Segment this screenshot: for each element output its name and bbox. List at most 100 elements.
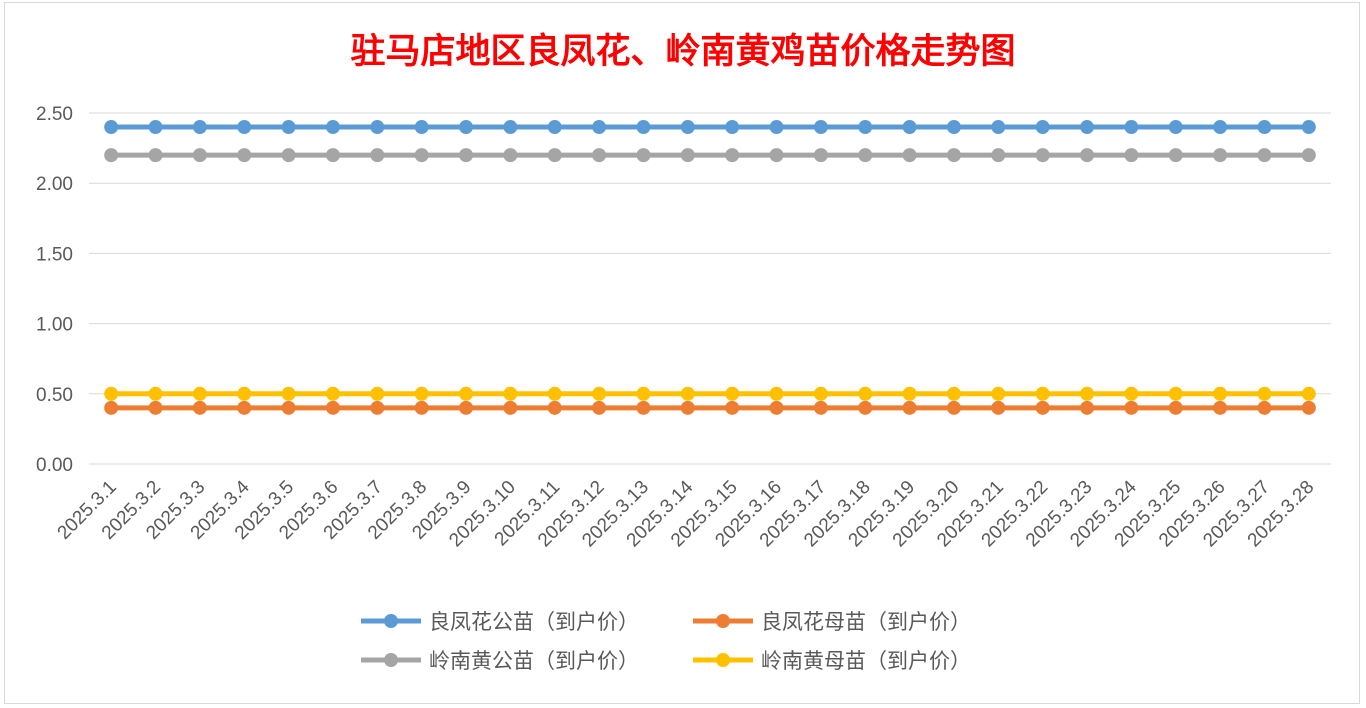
data-point [813,148,828,163]
data-point [414,148,429,163]
data-point [237,148,252,163]
data-point [636,120,651,135]
legend-label: 良凤花公苗（到户价） [429,610,639,634]
data-point [813,120,828,135]
data-point [148,400,163,415]
data-point [104,120,119,135]
line-chart: 驻马店地区良凤花、岭南黄鸡苗价格走势图 0.00 0.50 1.00 1.50 2.00… [36,31,1331,673]
data-point [991,400,1006,415]
data-point [1168,400,1183,415]
data-point [325,120,340,135]
legend-marker [384,614,398,628]
data-point [1213,120,1228,135]
y-tick-label: 1.00 [36,315,73,336]
data-point [813,386,828,401]
data-point [858,120,873,135]
data-point [459,386,474,401]
data-point [503,386,518,401]
data-point [547,400,562,415]
legend-item: 良凤花母苗（到户价） [693,610,971,634]
data-point [1080,400,1095,415]
data-point [1257,148,1272,163]
data-point [1035,120,1050,135]
data-point [370,386,385,401]
data-point [192,400,207,415]
legend-item: 岭南黄母苗（到户价） [693,649,971,673]
data-point [104,148,119,163]
data-point [902,400,917,415]
data-point [1168,120,1183,135]
data-point [459,400,474,415]
data-point [1257,400,1272,415]
data-point [1301,400,1316,415]
legend-marker [716,653,730,667]
data-point [1124,400,1139,415]
data-point [237,400,252,415]
y-tick-label: 2.00 [36,174,73,195]
data-point [1080,120,1095,135]
data-point [946,386,961,401]
data-point [769,120,784,135]
data-point [946,148,961,163]
data-point [636,148,651,163]
y-tick-label: 0.50 [36,385,73,406]
legend-label: 岭南黄母苗（到户价） [761,649,971,673]
data-point [592,120,607,135]
data-point [858,148,873,163]
data-point [813,400,828,415]
data-point [902,120,917,135]
data-point [237,120,252,135]
data-point [592,386,607,401]
data-point [680,386,695,401]
data-point [1301,120,1316,135]
data-point [1035,148,1050,163]
data-point [769,386,784,401]
data-point [769,400,784,415]
data-point [991,386,1006,401]
data-point [858,386,873,401]
data-point [991,148,1006,163]
y-axis-ticks: 0.00 0.50 1.00 1.50 2.00 2.50 [36,104,73,476]
data-point [281,386,296,401]
series-2 [104,400,1316,415]
series-3 [104,148,1316,163]
legend-marker [384,653,398,667]
data-point [148,120,163,135]
data-point [1213,386,1228,401]
data-point [192,386,207,401]
data-point [592,400,607,415]
data-point [192,148,207,163]
data-point [725,386,740,401]
data-point [725,120,740,135]
data-point [680,120,695,135]
data-point [414,120,429,135]
data-point [946,120,961,135]
data-point [1168,148,1183,163]
data-point [104,386,119,401]
data-point [281,148,296,163]
y-tick-label: 1.50 [36,244,73,265]
y-tick-label: 0.00 [36,455,73,476]
chart-title: 驻马店地区良凤花、岭南黄鸡苗价格走势图 [350,31,1015,72]
data-point [858,400,873,415]
data-point [902,386,917,401]
legend-label: 岭南黄公苗（到户价） [429,649,639,673]
data-point [192,120,207,135]
series-4 [104,386,1316,401]
data-point [370,400,385,415]
legend-item: 良凤花公苗（到户价） [361,610,639,634]
data-point [148,386,163,401]
data-point [414,400,429,415]
data-point [370,120,385,135]
data-point [1124,148,1139,163]
data-point [1257,120,1272,135]
data-point [725,148,740,163]
data-point [281,120,296,135]
data-point [1124,120,1139,135]
legend-marker [716,614,730,628]
data-point [769,148,784,163]
data-point [680,148,695,163]
legend-label: 良凤花母苗（到户价） [761,610,971,634]
data-point [725,400,740,415]
data-point [1168,386,1183,401]
